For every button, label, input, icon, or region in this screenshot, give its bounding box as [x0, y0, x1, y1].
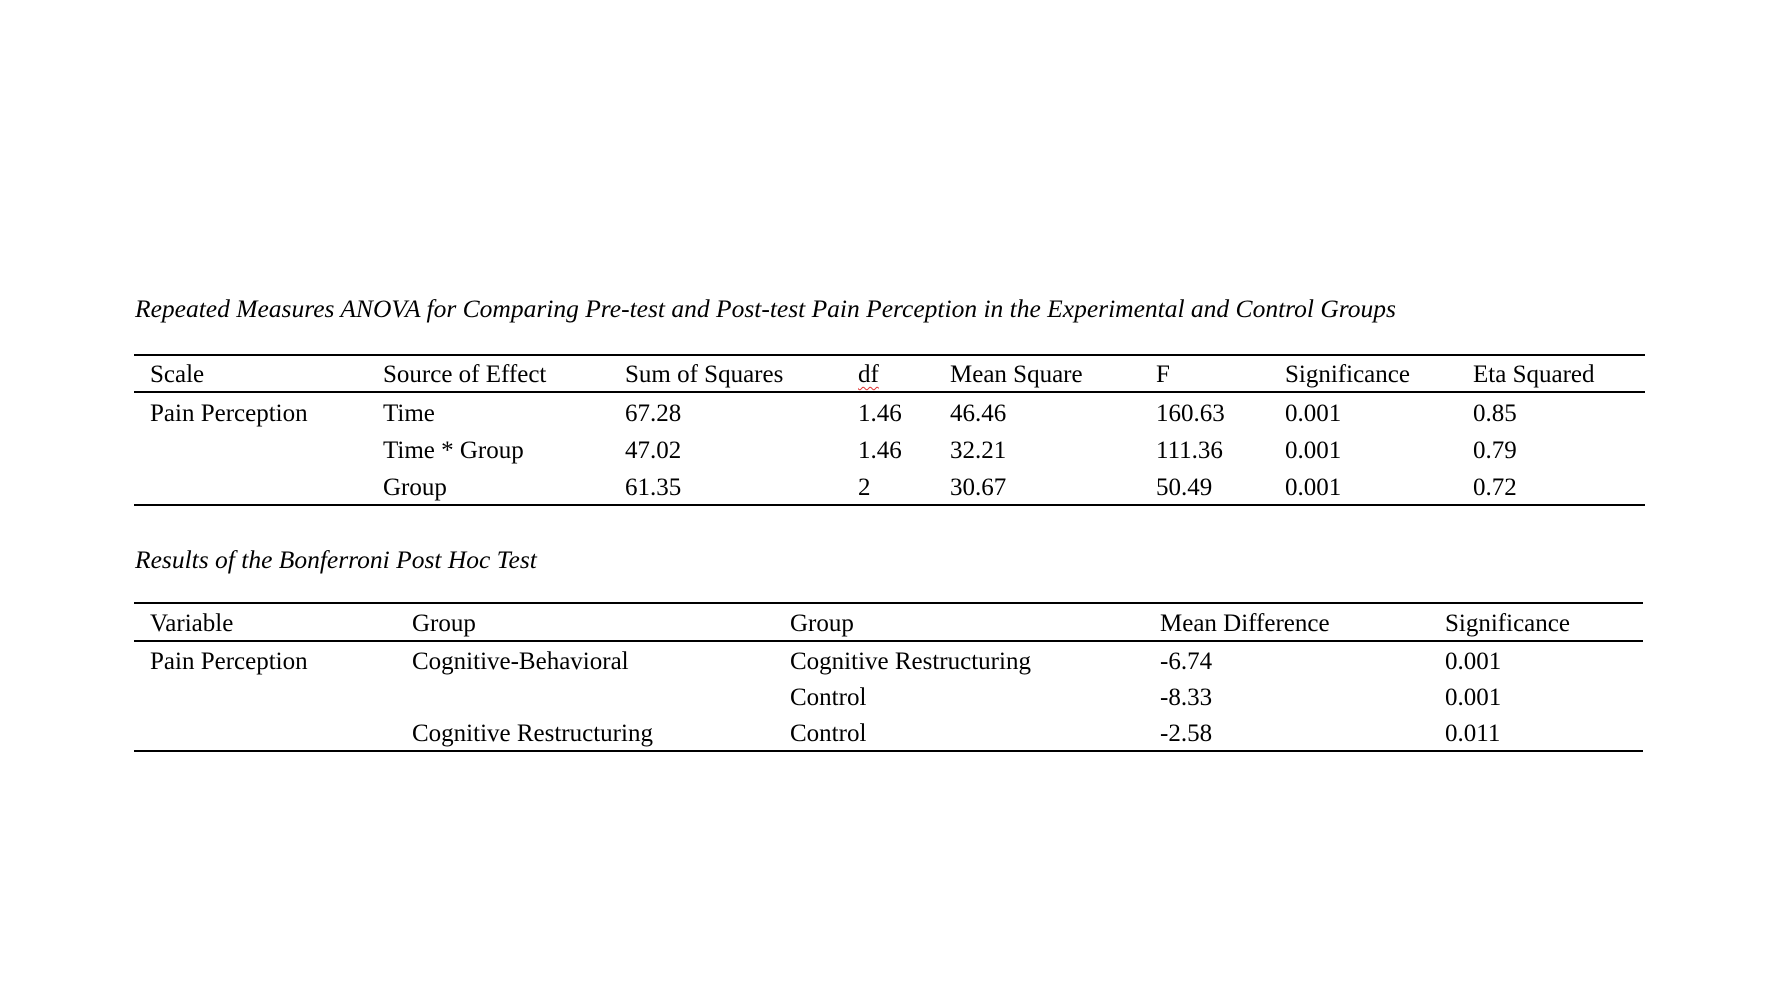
table-cell: 47.02 [625, 437, 682, 464]
table-cell [396, 678, 774, 714]
table-cell: 32.21 [950, 437, 1007, 464]
table-cell: 30.67 [950, 474, 1007, 501]
header-label: Significance [1285, 361, 1410, 388]
table-cell: Pain Perception [150, 648, 308, 675]
table-cell: 0.72 [1473, 474, 1517, 501]
header-label: Mean Difference [1160, 610, 1330, 637]
table-cell: 0.001 [1285, 437, 1342, 464]
table-cell: 0.001 [1445, 648, 1502, 675]
anova-row-group: Group 61.35 2 30.67 50.49 0.001 0.72 [134, 467, 1645, 505]
table-cell: 50.49 [1156, 474, 1213, 501]
header-label: Group [790, 610, 854, 637]
posthoc-row-1: Pain Perception Cognitive-Behavioral Cog… [134, 641, 1643, 678]
header-label: F [1156, 361, 1170, 388]
header-cell-mean-difference: Mean Difference [1144, 603, 1429, 642]
header-label: Source of Effect [383, 361, 547, 388]
table-cell: 1.46 [858, 400, 902, 427]
header-label: Significance [1445, 610, 1570, 637]
table-cell: Cognitive-Behavioral [412, 648, 629, 675]
posthoc-header-row: Variable Group Group Mean Difference Sig… [134, 603, 1643, 642]
header-cell-f: F [1140, 355, 1269, 393]
table-cell: 67.28 [625, 400, 682, 427]
header-cell-sum-of-squares: Sum of Squares [609, 355, 842, 393]
header-label: Scale [150, 361, 205, 388]
table-cell: 111.36 [1156, 437, 1223, 464]
table-cell: Group [383, 474, 447, 501]
header-cell-significance: Significance [1429, 603, 1643, 642]
anova-row-time: Pain Perception Time 67.28 1.46 46.46 16… [134, 392, 1645, 430]
header-label: Mean Square [950, 361, 1083, 388]
table-cell: Control [790, 720, 867, 747]
header-cell-variable: Variable [134, 603, 396, 642]
header-cell-source-of-effect: Source of Effect [367, 355, 609, 393]
anova-row-time-group: Time * Group 47.02 1.46 32.21 111.36 0.0… [134, 430, 1645, 467]
table-cell: -2.58 [1160, 720, 1213, 747]
table-cell [134, 678, 396, 714]
header-cell-group-1: Group [396, 603, 774, 642]
table-cell: 0.79 [1473, 437, 1517, 464]
table-cell: Control [790, 684, 867, 711]
table-cell: 0.001 [1285, 400, 1342, 427]
table-cell: Pain Perception [150, 400, 308, 427]
posthoc-row-2: Control -8.33 0.001 [134, 678, 1643, 714]
header-cell-df: df [842, 355, 934, 393]
header-cell-group-2: Group [774, 603, 1144, 642]
header-label: Eta Squared [1473, 361, 1595, 388]
header-cell-significance: Significance [1269, 355, 1457, 393]
header-label: Variable [150, 610, 234, 637]
table-cell: 0.011 [1445, 720, 1501, 747]
table-cell: 61.35 [625, 474, 682, 501]
header-cell-scale: Scale [134, 355, 367, 393]
posthoc-row-3: Cognitive Restructuring Control -2.58 0.… [134, 714, 1643, 751]
header-label: Sum of Squares [625, 361, 784, 388]
table-cell: Time [383, 400, 435, 427]
table-cell [134, 467, 367, 505]
header-cell-eta-squared: Eta Squared [1457, 355, 1645, 393]
spellcheck-underlined-label: df [858, 361, 879, 388]
table-cell: 160.63 [1156, 400, 1225, 427]
anova-table-title: Repeated Measures ANOVA for Comparing Pr… [135, 294, 1396, 323]
table-cell: Cognitive Restructuring [790, 648, 1031, 675]
table-cell: 0.001 [1285, 474, 1342, 501]
table-cell [134, 714, 396, 751]
table-cell: 0.85 [1473, 400, 1517, 427]
table-cell [134, 430, 367, 467]
table-cell: 46.46 [950, 400, 1007, 427]
table-cell: -6.74 [1160, 648, 1213, 675]
table-cell: Cognitive Restructuring [412, 720, 653, 747]
table-cell: -8.33 [1160, 684, 1213, 711]
posthoc-table: Variable Group Group Mean Difference Sig… [134, 602, 1643, 752]
header-label: Group [412, 610, 476, 637]
table-cell: 1.46 [858, 437, 902, 464]
table-cell: 0.001 [1445, 684, 1502, 711]
anova-table: Scale Source of Effect Sum of Squares df… [134, 354, 1645, 506]
header-cell-mean-square: Mean Square [934, 355, 1140, 393]
table-cell: 2 [858, 474, 871, 501]
posthoc-table-title: Results of the Bonferroni Post Hoc Test [135, 545, 537, 574]
anova-header-row: Scale Source of Effect Sum of Squares df… [134, 355, 1645, 393]
table-cell: Time * Group [383, 437, 524, 464]
